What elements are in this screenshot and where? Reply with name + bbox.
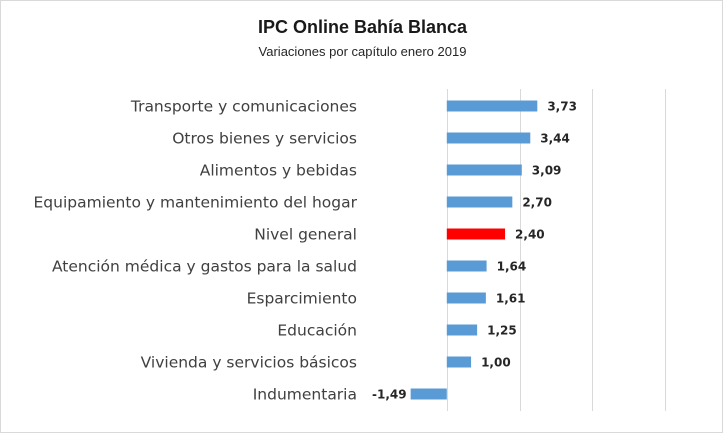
category-label: Otros bienes y servicios bbox=[172, 130, 357, 148]
chart-title: IPC Online Bahía Blanca bbox=[257, 17, 468, 37]
data-label: 1,00 bbox=[481, 356, 511, 370]
category-label: Transporte y comunicaciones bbox=[130, 98, 357, 116]
data-label: 2,70 bbox=[522, 196, 552, 210]
bar bbox=[446, 196, 513, 208]
category-label: Alimentos y bebidas bbox=[200, 162, 357, 180]
bar bbox=[446, 324, 478, 336]
bar bbox=[410, 388, 447, 400]
bar bbox=[446, 164, 522, 176]
bar bbox=[446, 356, 472, 368]
data-label: 3,44 bbox=[540, 132, 570, 146]
bar bbox=[446, 132, 531, 144]
bar bbox=[446, 260, 487, 272]
category-label: Equipamiento y mantenimiento del hogar bbox=[34, 194, 358, 212]
category-label: Nivel general bbox=[254, 226, 357, 244]
data-label: 3,73 bbox=[547, 100, 577, 114]
data-label: -1,49 bbox=[372, 388, 407, 402]
bar bbox=[446, 100, 538, 112]
data-label: 1,25 bbox=[487, 324, 517, 338]
data-label: 3,09 bbox=[532, 164, 562, 178]
data-label: 1,61 bbox=[496, 292, 526, 306]
category-label: Esparcimiento bbox=[247, 290, 357, 308]
category-label: Indumentaria bbox=[253, 386, 357, 404]
bar bbox=[446, 292, 486, 304]
category-label: Educación bbox=[277, 322, 357, 340]
category-label: Vivienda y servicios básicos bbox=[141, 354, 357, 372]
data-label: 1,64 bbox=[497, 260, 527, 274]
chart-subtitle: Variaciones por capítulo enero 2019 bbox=[258, 44, 467, 59]
data-label: 2,40 bbox=[515, 228, 545, 242]
category-label: Atención médica y gastos para la salud bbox=[52, 258, 357, 276]
bar bbox=[446, 228, 506, 240]
